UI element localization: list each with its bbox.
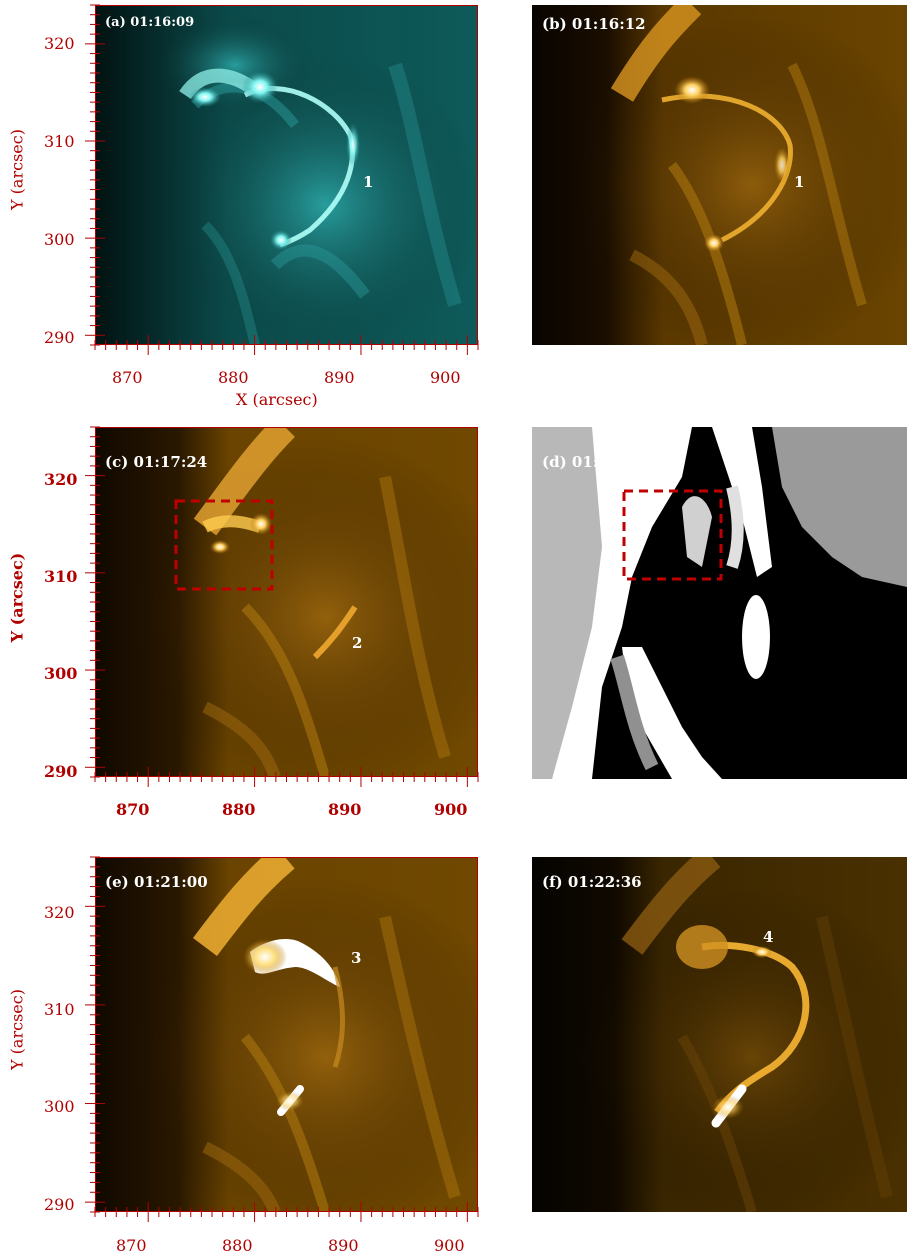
panel-d-label: (d) 01:17:15 [542,453,646,471]
panel-a-label: (a) 01:16:09 [105,15,195,30]
panel-a-image: (a) 01:16:09 1 [95,5,478,345]
ytick-320-e: 320 [44,903,75,922]
ytick-300-e: 300 [44,1097,75,1116]
xtick-880-a: 880 [218,368,249,387]
feature-label-4: 4 [763,928,774,946]
xtick-900-a: 900 [430,368,461,387]
xtick-870-a: 870 [112,368,143,387]
xtick-890-a: 890 [324,368,355,387]
y-axis-label-e: Y (arcsec) [7,989,27,1070]
y-axis-label-c: Y (arcsec) [7,552,27,643]
ytick-290-c: 290 [44,762,78,781]
panel-c-image: (c) 01:17:24 2 [95,427,478,777]
feature-label-2: 2 [352,634,363,652]
panel-d-image: (d) 01:17:15 [532,427,907,779]
ytick-300-a: 300 [44,230,75,249]
xtick-880-c: 880 [222,800,256,819]
panel-e-image: (e) 01:21:00 3 [95,857,478,1212]
y-axis-label-a: Y (arcsec) [7,129,27,210]
panel-b-image: (b) 01:16:12 1 [532,5,907,345]
xtick-890-c: 890 [328,800,362,819]
panel-c-label: (c) 01:17:24 [105,453,208,471]
xtick-900-e: 900 [434,1236,465,1255]
ytick-290-a: 290 [44,328,75,347]
panel-f-label: (f) 01:22:36 [542,873,642,891]
xtick-900-c: 900 [434,800,468,819]
panel-b-label: (b) 01:16:12 [542,15,646,33]
feature-label-1b: 1 [794,173,805,191]
feature-label-3: 3 [351,949,362,967]
ytick-320-a: 320 [44,34,75,53]
ytick-300-c: 300 [44,664,78,683]
ytick-310-c: 310 [44,567,78,586]
ytick-320-c: 320 [44,470,78,489]
xtick-870-e: 870 [116,1236,147,1255]
xtick-880-e: 880 [222,1236,253,1255]
ytick-310-a: 310 [44,132,75,151]
ytick-290-e: 290 [44,1195,75,1214]
ytick-310-e: 310 [44,1000,75,1019]
xtick-890-e: 890 [328,1236,359,1255]
xtick-870-c: 870 [116,800,150,819]
panel-e-label: (e) 01:21:00 [105,873,208,891]
panel-f-image: (f) 01:22:36 4 [532,857,907,1212]
feature-label-1: 1 [363,173,374,191]
x-axis-label: X (arcsec) [236,390,318,409]
